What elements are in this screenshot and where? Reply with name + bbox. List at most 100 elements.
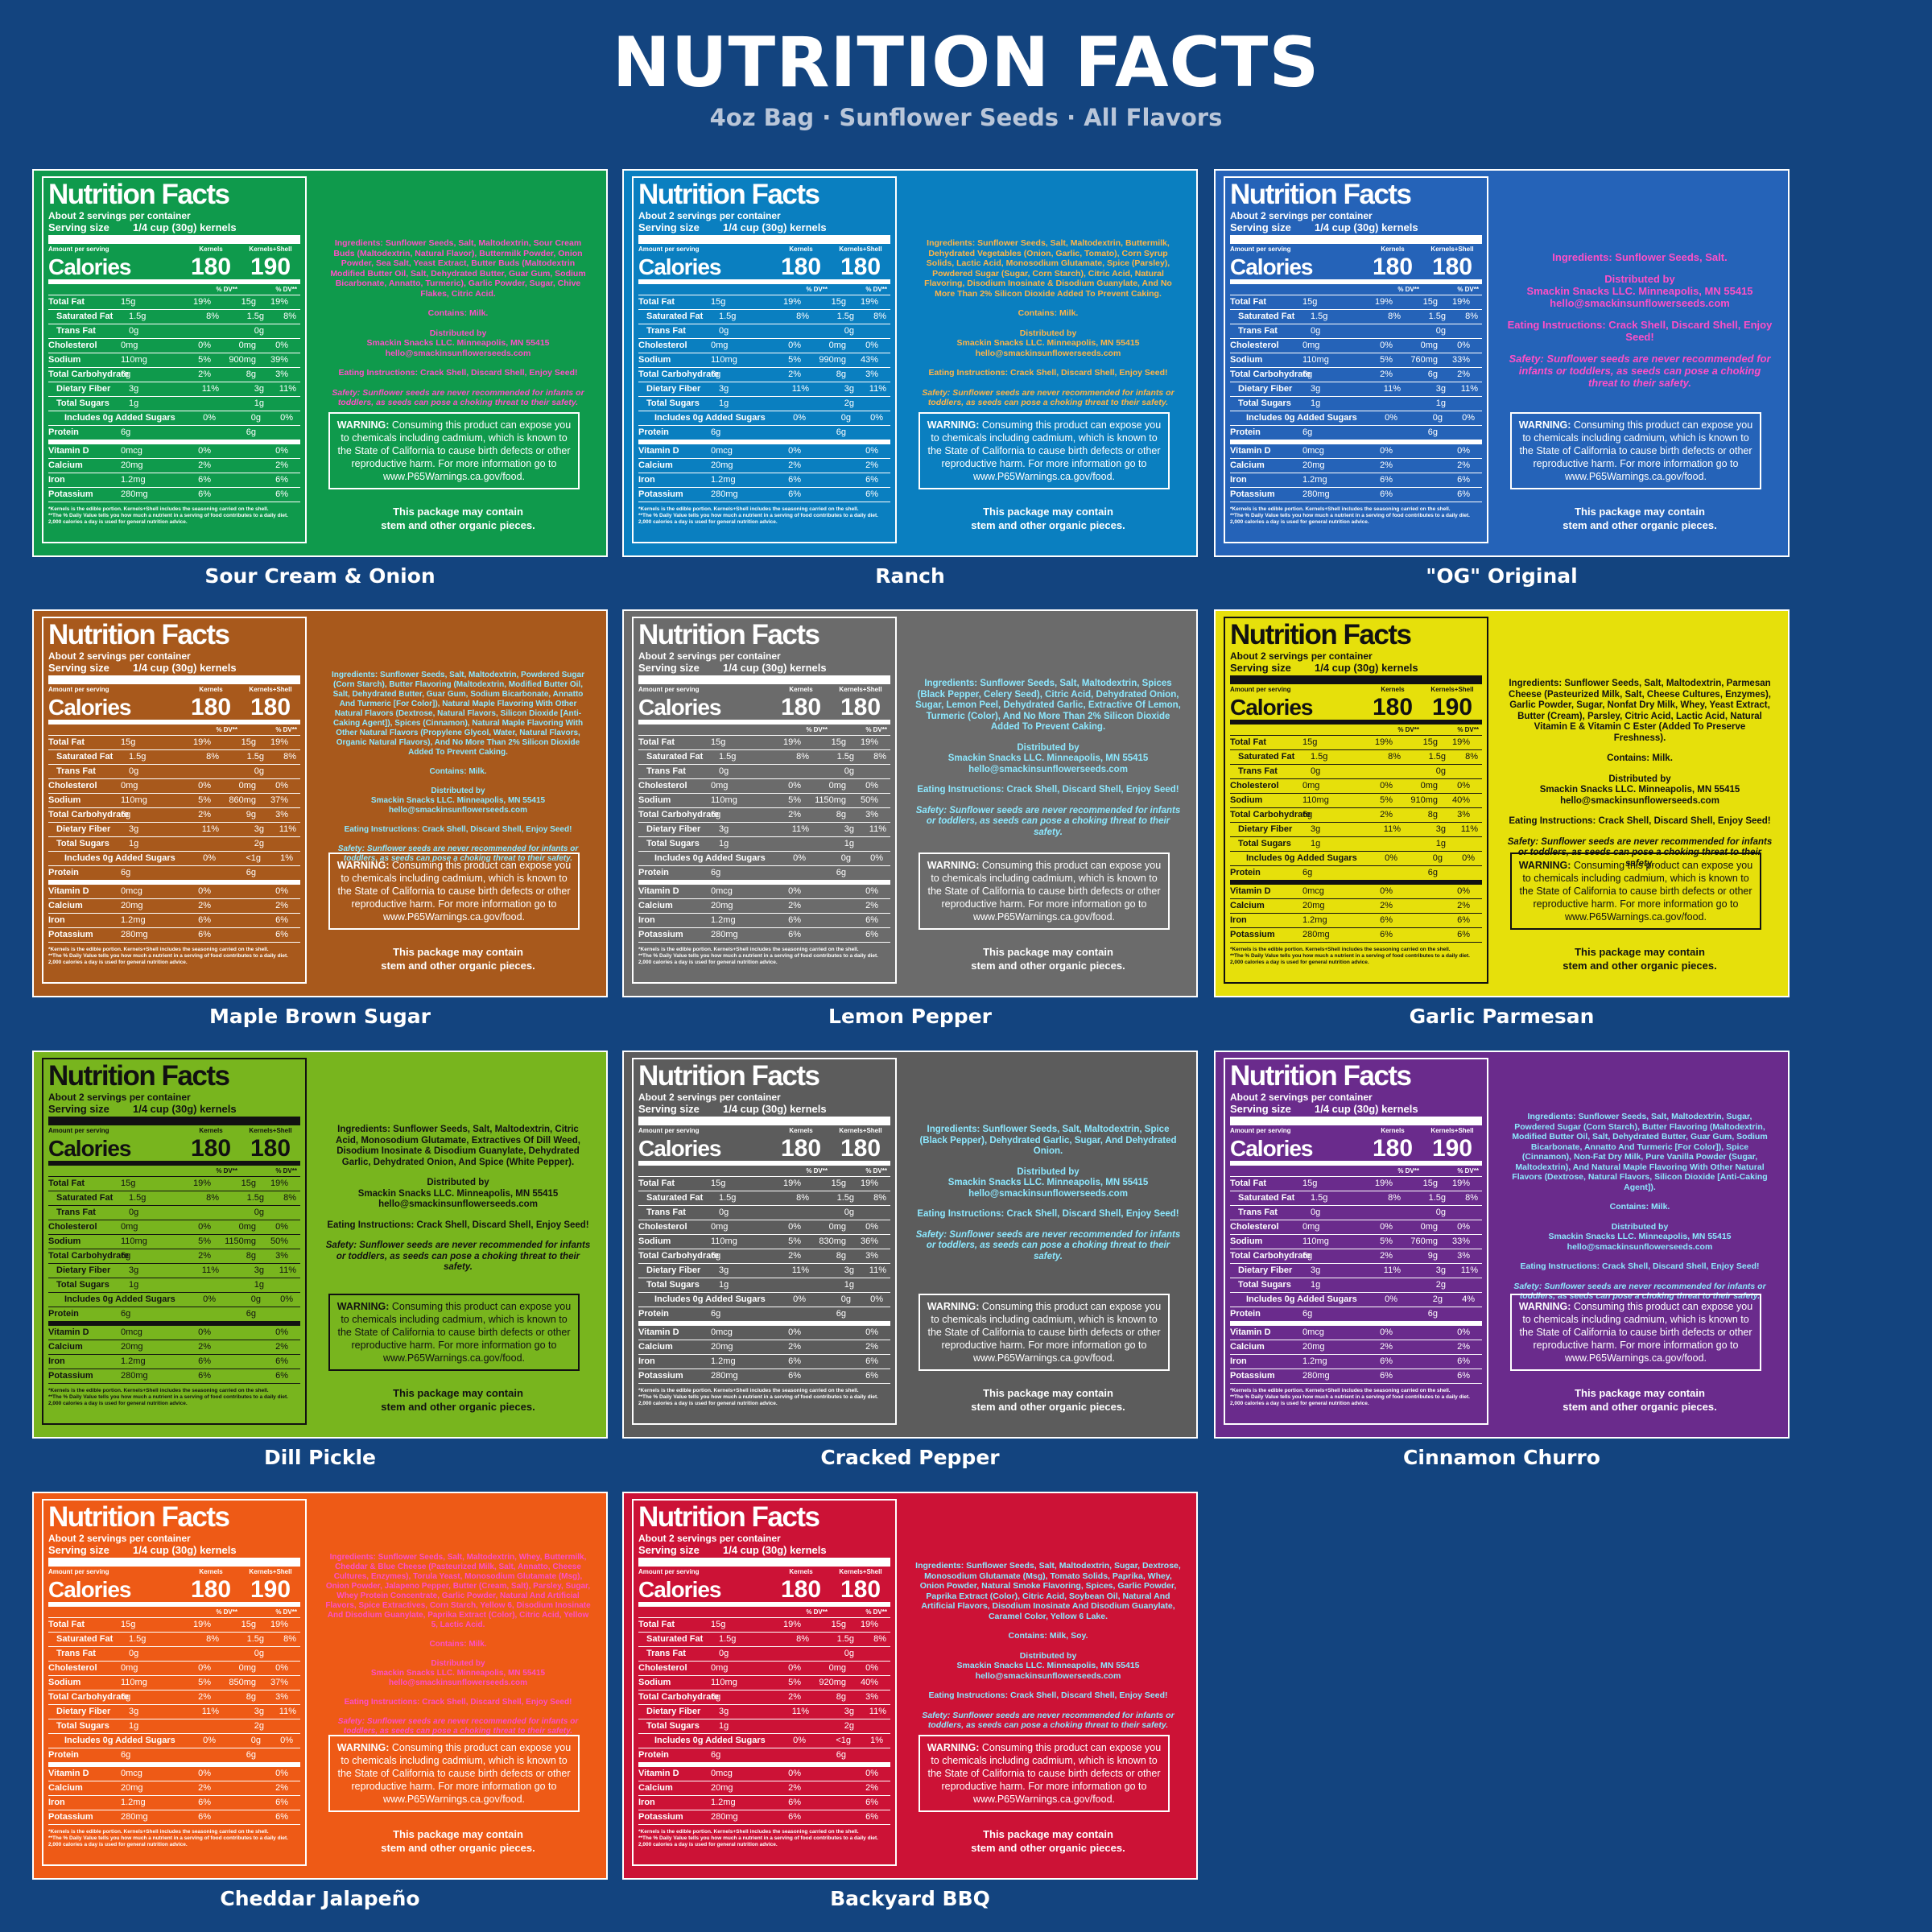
- kernels-dv: [190, 324, 219, 338]
- kernels-dv: 6%: [198, 1812, 211, 1822]
- shell-amount: 6g: [836, 868, 846, 877]
- kernels-dv: 0%: [793, 853, 806, 863]
- kernels-dv: 5%: [198, 795, 211, 805]
- kernels-amount: 0mg: [1302, 1222, 1320, 1232]
- serving-size-label: Serving size: [638, 662, 700, 674]
- nutrient-name: Protein: [638, 1309, 669, 1319]
- nutrient-name: Cholesterol: [1230, 1222, 1279, 1232]
- kernels-dv: [182, 1748, 211, 1762]
- kernels-dv: 0%: [198, 1222, 211, 1232]
- kernels-dv: 8%: [796, 752, 809, 762]
- nutrient-name: Cholesterol: [48, 1222, 97, 1232]
- kernels-amount: 6g: [711, 369, 721, 379]
- kernels-shell-column-header: Kernels+Shell: [1430, 246, 1474, 253]
- kernels-dv: 0%: [1385, 413, 1397, 423]
- kernels-dv: 6%: [1380, 1371, 1393, 1381]
- total-carbohydrate-row: Total Carbohydrate 6g 2% 6g 2%: [1230, 368, 1482, 382]
- shell-amount: 15g: [1422, 1179, 1438, 1188]
- distributed-by: Distributed by: [1604, 273, 1675, 285]
- footnotes: *Kernels is the edible portion. Kernels+…: [638, 1388, 890, 1407]
- nutrient-name: Cholesterol: [1230, 781, 1279, 791]
- vitamin-d-row: Vitamin D 0mcg 0% 0%: [48, 1767, 300, 1781]
- warning-label: WARNING:: [1518, 860, 1571, 871]
- shell-amount: 1.5g: [246, 1634, 264, 1644]
- eating-instructions: Eating Instructions: Crack Shell, Discar…: [1509, 816, 1771, 826]
- stem-line-1: This package may contain: [983, 1387, 1113, 1399]
- shell-amount: 9g: [1427, 1251, 1438, 1261]
- shell-amount: 15g: [831, 1179, 846, 1188]
- sodium-row: Sodium 110mg 5% 920mg 40%: [638, 1676, 890, 1690]
- kernels-dv: 19%: [1374, 737, 1393, 747]
- added-sugars-row: Includes 0g Added Sugars 0% <1g 1%: [48, 852, 300, 866]
- nutrient-name: Total Sugars: [646, 398, 700, 408]
- total-sugars-row: Total Sugars 1g 1g: [1230, 837, 1482, 852]
- iron-row: Iron 1.2mg 6% 6%: [638, 914, 890, 928]
- dv-header-shell: % DV**: [1457, 286, 1479, 293]
- saturated-fat-row: Saturated Fat 1.5g 8% 1.5g 8%: [1230, 1191, 1482, 1206]
- allergen-contains: Contains: Milk.: [429, 1640, 487, 1649]
- nutrient-name: Iron: [638, 1356, 655, 1366]
- sodium-row: Sodium 110mg 5% 860mg 37%: [48, 794, 300, 808]
- kernels-dv: 2%: [198, 460, 211, 470]
- calories-row: Calories 180 180: [638, 1135, 890, 1166]
- kernels-amount: 20mg: [121, 460, 143, 470]
- allergen-contains: Contains: Milk.: [427, 308, 489, 318]
- dv-header-shell: % DV**: [865, 286, 887, 293]
- shell-dv: [849, 1748, 881, 1762]
- shell-dv: [1441, 1307, 1473, 1321]
- kernels-amount: 110mg: [711, 1678, 737, 1687]
- trans-fat-row: Trans Fat 0g 0g: [1230, 765, 1482, 779]
- shell-amount: 3g: [254, 384, 264, 394]
- kernels-amount: 15g: [1302, 737, 1318, 747]
- stem-line-1: This package may contain: [393, 506, 523, 518]
- total-sugars-row: Total Sugars 1g 2g: [638, 397, 890, 411]
- contact-email: hello@smackinsunflowerseeds.com: [388, 1678, 528, 1687]
- calories-label: Calories: [638, 695, 722, 720]
- shell-dv: [1449, 837, 1481, 851]
- kernels-amount: 3g: [129, 824, 139, 834]
- calories-label: Calories: [48, 695, 132, 720]
- shell-dv: [259, 1307, 291, 1321]
- kernels-shell-column-header: Kernels+Shell: [839, 1568, 882, 1575]
- kernels-dv: 6%: [198, 930, 211, 939]
- nutrient-name: Iron: [48, 1356, 65, 1366]
- cholesterol-row: Cholesterol 0mg 0% 0mg 0%: [638, 1662, 890, 1676]
- kernels-dv: 11%: [1383, 1265, 1401, 1275]
- amount-per-serving: Amount per serving: [638, 1568, 700, 1575]
- dv-header: % DV** % DV**: [48, 1607, 300, 1618]
- nutrient-name: Sodium: [638, 1678, 671, 1687]
- shell-dv: 0%: [275, 1222, 288, 1232]
- kernels-dv: 6%: [788, 930, 801, 939]
- dv-spacer: [1230, 724, 1363, 735]
- shell-amount: 3g: [1435, 384, 1446, 394]
- shell-dv: 6%: [275, 489, 288, 499]
- nutrient-name: Calcium: [638, 1342, 673, 1352]
- shell-dv: 0%: [280, 1736, 293, 1745]
- kernels-dv: 8%: [206, 1193, 219, 1203]
- shell-dv: 6%: [865, 1356, 878, 1366]
- nutrient-name: Potassium: [48, 1371, 93, 1381]
- shell-dv: 0%: [280, 413, 293, 423]
- shell-amount: 3g: [844, 824, 854, 834]
- serving-size-value: 1/4 cup (30g) kernels: [1315, 221, 1418, 233]
- distributor: Distributed by Smackin Snacks LLC. Minnea…: [325, 1178, 591, 1211]
- kernels-dv: 19%: [192, 737, 211, 747]
- dv-header: % DV** % DV**: [638, 284, 890, 295]
- flavor-name: Dill Pickle: [263, 1446, 377, 1469]
- added-sugars-row: Includes 0g Added Sugars 0% 2g 4%: [1230, 1293, 1482, 1307]
- company-address: Smackin Snacks LLC. Minneapolis, MN 5541…: [370, 796, 546, 805]
- protein-row: Protein 6g 6g: [48, 426, 300, 444]
- flavor-name: Cinnamon Churro: [1403, 1446, 1600, 1469]
- kernels-dv: [1364, 866, 1393, 880]
- shell-amount: 1.5g: [1428, 312, 1446, 321]
- nutrition-facts-title: Nutrition Facts: [48, 1501, 230, 1533]
- shell-dv: 6%: [275, 1812, 288, 1822]
- kernels-dv: 19%: [192, 297, 211, 307]
- shell-amount: 0g: [1432, 853, 1443, 863]
- serving-size-value: 1/4 cup (30g) kernels: [133, 221, 237, 233]
- stem-line-1: This package may contain: [983, 506, 1113, 518]
- kernels-dv: 0%: [203, 1294, 216, 1304]
- kernels-amount: 1.5g: [719, 312, 737, 321]
- contact-email: hello@smackinsunflowerseeds.com: [385, 348, 531, 358]
- saturated-fat-row: Saturated Fat 1.5g 8% 1.5g 8%: [638, 310, 890, 324]
